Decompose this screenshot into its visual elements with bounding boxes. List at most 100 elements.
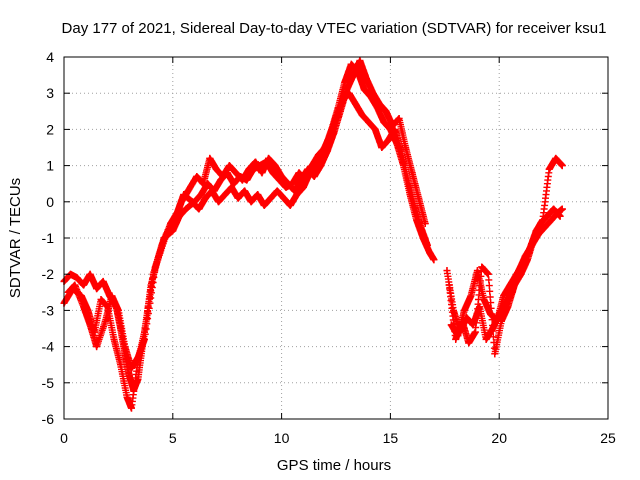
data-point (212, 165, 220, 173)
data-point (410, 201, 418, 209)
data-point (271, 162, 279, 170)
data-point (108, 292, 116, 300)
data-point (265, 154, 273, 162)
data-point (254, 191, 262, 199)
data-point (117, 361, 125, 369)
y-tick-label: -4 (42, 339, 55, 355)
y-tick-label: 2 (46, 121, 54, 137)
data-point (500, 292, 508, 300)
data-point (473, 267, 481, 275)
data-point (493, 317, 501, 325)
data-point (371, 125, 379, 133)
data-point (110, 335, 118, 343)
data-point (547, 216, 555, 224)
data-point (278, 172, 286, 180)
data-point (86, 270, 94, 278)
y-tick-label: -2 (42, 266, 55, 282)
data-point (360, 86, 368, 94)
data-point (297, 176, 305, 184)
data-point (556, 212, 564, 220)
data-point (225, 162, 233, 170)
data-point (454, 332, 462, 340)
data-point (269, 169, 277, 177)
data-point (178, 198, 186, 206)
y-tick-label: 1 (46, 158, 54, 174)
data-point (214, 198, 222, 206)
y-axis-ticks: -6 -5 -4 -3 -2 -1 0 1 2 3 4 (42, 49, 608, 427)
data-point (86, 321, 94, 329)
data-point (193, 172, 201, 180)
data-point (293, 191, 301, 199)
data-point (336, 107, 344, 115)
data-point (526, 245, 534, 253)
data-point (162, 230, 170, 238)
data-point (426, 248, 434, 256)
data-point (80, 281, 88, 289)
data-point (197, 191, 205, 199)
data-point (532, 227, 540, 235)
series-markers (60, 89, 431, 412)
data-point (356, 57, 364, 65)
data-point (121, 343, 129, 351)
data-point (267, 194, 275, 202)
data-point (389, 122, 397, 130)
data-point (299, 183, 307, 191)
data-point (80, 303, 88, 311)
data-point (304, 165, 312, 173)
y-tick-label: -6 (42, 411, 55, 427)
data-point (395, 115, 403, 123)
data-point (445, 281, 453, 289)
data-point (317, 162, 325, 170)
data-point (408, 169, 416, 177)
data-point (230, 180, 238, 188)
data-point (284, 180, 292, 188)
data-point (384, 136, 392, 144)
data-point (93, 343, 101, 351)
y-tick-label: -5 (42, 375, 55, 391)
data-point (234, 194, 242, 202)
data-point (347, 60, 355, 68)
data-point (323, 147, 331, 155)
data-point (251, 158, 259, 166)
data-point (552, 154, 560, 162)
data-point (273, 187, 281, 195)
data-point (125, 372, 133, 380)
x-tick-label: 0 (60, 430, 68, 446)
data-point (349, 71, 357, 79)
x-axis-label: GPS time / hours (277, 457, 391, 474)
data-point (127, 404, 135, 412)
data-point (506, 281, 514, 289)
x-tick-label: 20 (491, 430, 507, 446)
data-point (201, 194, 209, 202)
data-point (358, 111, 366, 119)
data-point (245, 165, 253, 173)
y-axis-label: SDTVAR / TECUs (7, 178, 24, 298)
data-point (365, 118, 373, 126)
data-point (127, 364, 135, 372)
data-point (97, 296, 105, 304)
data-point (369, 89, 377, 97)
data-point (134, 353, 142, 361)
data-point (208, 187, 216, 195)
data-point (376, 100, 384, 108)
data-point (238, 176, 246, 184)
data-point (362, 75, 370, 83)
series-track-b (60, 89, 431, 412)
data-point (93, 285, 101, 293)
data-point (443, 267, 451, 275)
data-point (460, 306, 468, 314)
data-point (260, 201, 268, 209)
data-point (123, 393, 131, 401)
data-point (241, 187, 249, 195)
data-point (206, 154, 214, 162)
data-point (232, 169, 240, 177)
data-point (486, 310, 494, 318)
data-point (404, 176, 412, 184)
y-tick-label: -3 (42, 302, 55, 318)
data-point (195, 205, 203, 213)
data-point (513, 270, 521, 278)
x-tick-label: 15 (383, 430, 399, 446)
y-tick-label: 3 (46, 85, 54, 101)
data-point (188, 198, 196, 206)
data-point (330, 129, 338, 137)
